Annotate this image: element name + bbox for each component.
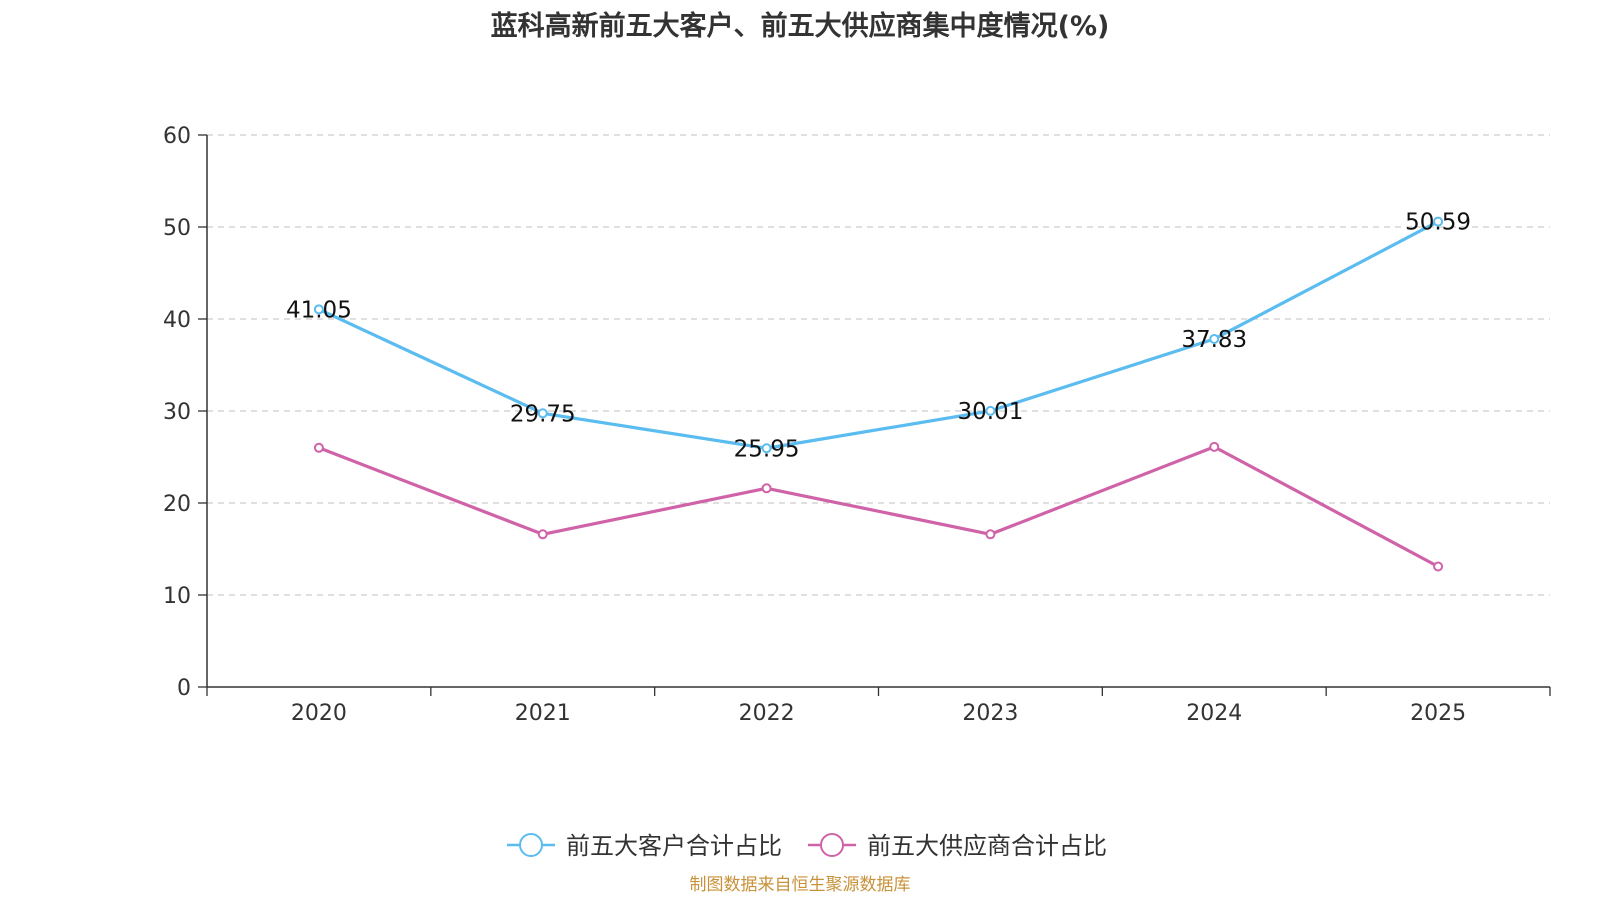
- legend-label: 前五大供应商合计占比: [867, 832, 1107, 860]
- chart-title: 蓝科高新前五大客户、前五大供应商集中度情况(%): [490, 11, 1110, 42]
- data-label: 37.83: [1181, 327, 1247, 353]
- data-point: [1209, 333, 1220, 344]
- series-line-1: [318, 220, 1439, 450]
- data-point: [1433, 561, 1444, 572]
- x-tick-label: 2021: [515, 701, 571, 726]
- x-tick-label: 2024: [1186, 701, 1242, 726]
- data-label: 30.01: [957, 399, 1023, 425]
- data-label: 25.95: [734, 436, 800, 462]
- x-tick-label: 2023: [962, 701, 1018, 726]
- source-note: 制图数据来自恒生聚源数据库: [689, 875, 911, 895]
- legend-label: 前五大客户合计占比: [566, 832, 782, 860]
- data-point: [313, 304, 324, 315]
- legend-marker: [519, 833, 543, 857]
- y-tick-label: 40: [163, 308, 191, 333]
- data-point: [537, 529, 548, 540]
- data-point: [313, 442, 324, 453]
- y-tick-label: 50: [163, 216, 191, 241]
- data-point: [761, 483, 772, 494]
- y-tick-label: 20: [163, 492, 191, 517]
- data-point: [537, 408, 548, 419]
- data-point: [1433, 216, 1444, 227]
- data-label: 41.05: [286, 297, 352, 323]
- y-tick-label: 60: [163, 124, 191, 149]
- series-line-2: [318, 445, 1439, 568]
- data-label: 50.59: [1405, 210, 1471, 236]
- data-point: [761, 443, 772, 454]
- y-tick-label: 30: [163, 400, 191, 425]
- legend-marker: [820, 833, 844, 857]
- data-point: [985, 529, 996, 540]
- data-label: 29.75: [510, 401, 576, 427]
- x-tick-label: 2022: [739, 701, 795, 726]
- data-point: [1209, 441, 1220, 452]
- x-tick-label: 2025: [1410, 701, 1466, 726]
- data-point: [985, 405, 996, 416]
- x-tick-label: 2020: [291, 701, 347, 726]
- y-tick-label: 10: [163, 584, 191, 609]
- y-tick-label: 0: [177, 676, 191, 701]
